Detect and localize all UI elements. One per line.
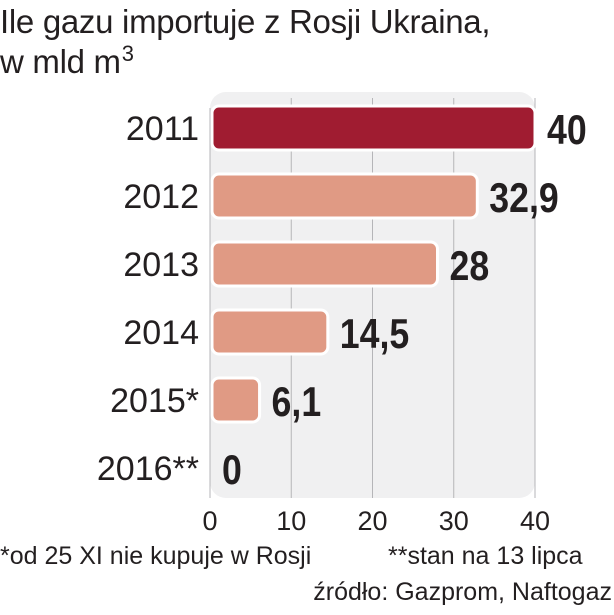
value-label-2014: 14,5	[340, 311, 409, 357]
source-note: źródło: Gazprom, Naftogaz	[313, 578, 612, 606]
x-tick-label-4: 40	[520, 506, 550, 536]
title-line-2: w mld m3	[0, 41, 614, 86]
title-unit-text: w mld m	[0, 43, 121, 80]
category-label-2014: 2014	[123, 314, 199, 352]
category-label-2015: 2015*	[110, 382, 199, 420]
value-label-2015: 6,1	[272, 379, 322, 425]
value-label-2012: 32,9	[489, 175, 558, 221]
footnote-2015: *od 25 XI nie kupuje w Rosji	[0, 542, 312, 570]
category-label-2012: 2012	[123, 178, 199, 216]
x-tick-label-2: 20	[357, 506, 387, 536]
x-tick-label-1: 10	[276, 506, 306, 536]
value-label-2016: 0	[222, 447, 242, 493]
bar-2013	[210, 240, 439, 288]
title-unit-superscript: 3	[121, 41, 134, 66]
value-label-2013: 28	[450, 243, 490, 289]
title-line-1: Ile gazu importuje z Rosji Ukraina,	[0, 3, 491, 40]
category-label-2011: 2011	[126, 110, 199, 148]
x-tick-label-3: 30	[439, 506, 469, 536]
category-label-2016: 2016**	[97, 450, 199, 488]
x-tick-label-0: 0	[202, 506, 217, 536]
bar-2012	[210, 172, 479, 220]
category-label-2013: 2013	[123, 246, 199, 284]
chart-title: Ile gazu importuje z Rosji Ukraina, w ml…	[0, 2, 614, 86]
bar-2011	[210, 104, 537, 152]
footnote-2016: **stan na 13 lipca	[388, 542, 583, 570]
value-label-2011: 40	[547, 107, 587, 153]
bar-2014	[210, 308, 330, 356]
bar-2015	[210, 376, 262, 424]
